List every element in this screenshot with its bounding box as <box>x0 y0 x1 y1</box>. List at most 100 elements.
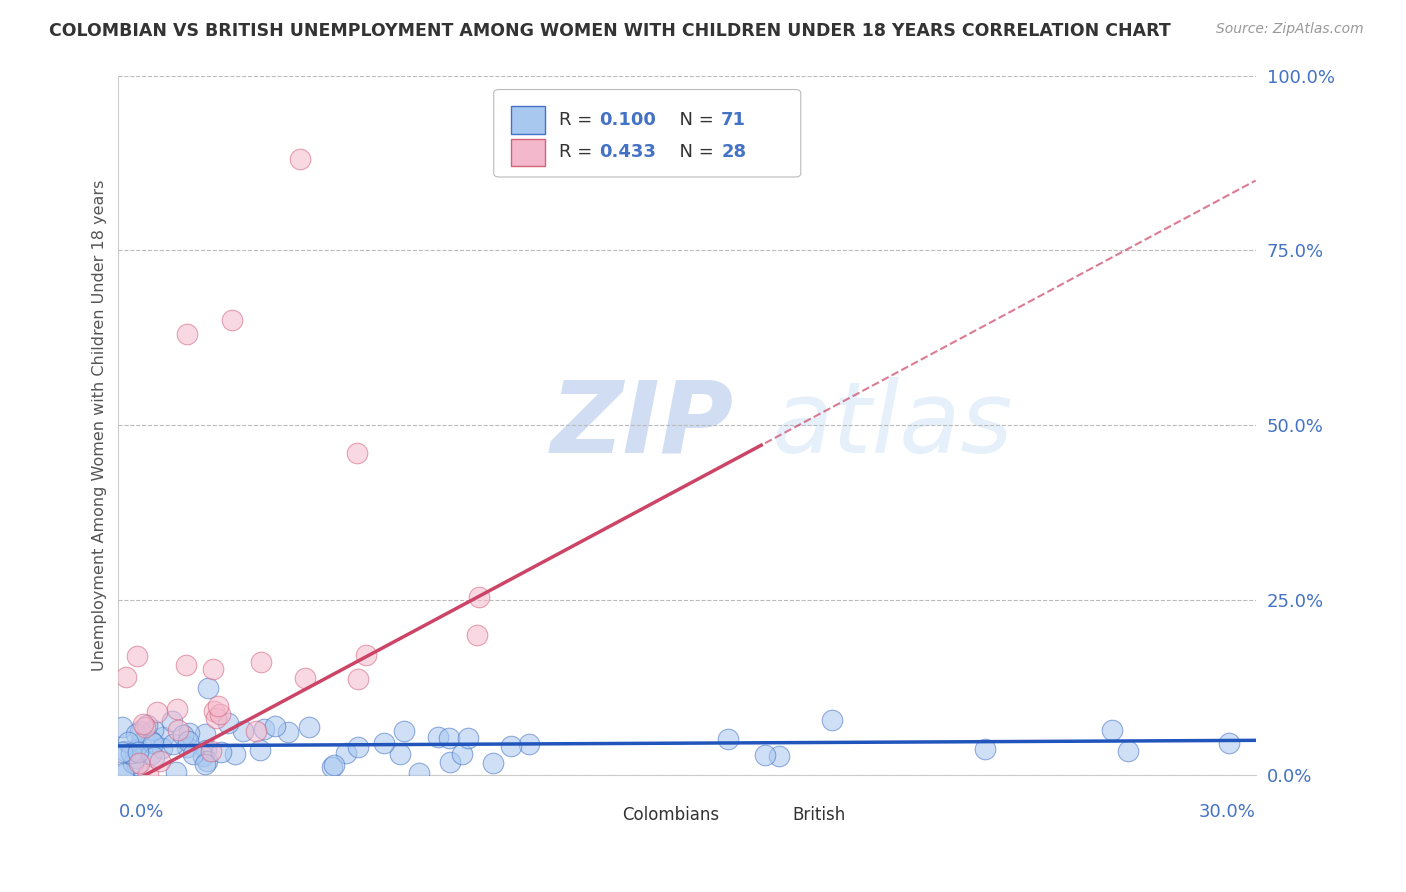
Point <box>127 758 149 772</box>
Point <box>200 743 222 757</box>
Text: Colombians: Colombians <box>623 806 720 824</box>
Point <box>457 731 479 745</box>
Point <box>205 711 228 725</box>
Point <box>201 662 224 676</box>
Point <box>208 706 231 721</box>
Point <box>468 591 491 605</box>
Point <box>142 749 165 764</box>
Point <box>277 725 299 739</box>
Text: N =: N = <box>668 144 720 161</box>
Point <box>439 731 461 746</box>
Text: 28: 28 <box>721 144 747 161</box>
Point <box>177 726 200 740</box>
Point <box>142 736 165 750</box>
Point <box>1116 744 1139 758</box>
Point <box>290 153 312 167</box>
Point <box>197 681 219 695</box>
Point <box>149 754 172 768</box>
Point <box>768 749 790 764</box>
Point <box>253 722 276 736</box>
Point <box>152 730 174 744</box>
Point <box>217 715 239 730</box>
Point <box>221 313 243 327</box>
Point <box>298 720 321 734</box>
Point <box>1218 736 1240 750</box>
Point <box>134 720 156 734</box>
Y-axis label: Unemployment Among Women with Children Under 18 years: Unemployment Among Women with Children U… <box>93 179 107 671</box>
Point <box>128 756 150 770</box>
Point <box>146 705 169 719</box>
Point <box>1101 723 1123 738</box>
Point <box>194 743 217 757</box>
Point <box>138 767 160 781</box>
Point <box>347 672 370 686</box>
Point <box>121 756 143 771</box>
Point <box>482 756 505 771</box>
Point <box>176 327 198 342</box>
Point <box>335 746 357 760</box>
Point <box>194 756 217 771</box>
Text: 71: 71 <box>721 111 747 128</box>
Point <box>467 628 489 642</box>
FancyBboxPatch shape <box>494 89 801 177</box>
Point <box>139 734 162 748</box>
Text: atlas: atlas <box>772 377 1014 474</box>
Point <box>202 704 225 718</box>
Point <box>141 747 163 762</box>
Point <box>264 719 287 733</box>
Text: Source: ZipAtlas.com: Source: ZipAtlas.com <box>1216 22 1364 37</box>
Point <box>321 760 343 774</box>
Point <box>195 754 218 768</box>
Point <box>451 747 474 761</box>
Point <box>120 746 142 760</box>
Point <box>821 713 844 727</box>
Point <box>124 751 146 765</box>
Point <box>172 728 194 742</box>
Point <box>354 648 377 662</box>
Text: 30.0%: 30.0% <box>1199 804 1256 822</box>
Point <box>176 739 198 754</box>
Text: N =: N = <box>668 111 720 128</box>
Text: 0.0%: 0.0% <box>118 804 165 822</box>
Point <box>174 658 197 673</box>
Text: R =: R = <box>558 111 598 128</box>
Point <box>322 758 344 772</box>
Point <box>754 747 776 762</box>
Point <box>224 747 246 761</box>
Point <box>207 698 229 713</box>
Point <box>499 739 522 753</box>
Point <box>717 732 740 747</box>
Point <box>167 723 190 738</box>
Text: COLOMBIAN VS BRITISH UNEMPLOYMENT AMONG WOMEN WITH CHILDREN UNDER 18 YEARS CORRE: COLOMBIAN VS BRITISH UNEMPLOYMENT AMONG … <box>49 22 1171 40</box>
Text: 0.433: 0.433 <box>599 144 657 161</box>
Text: ZIP: ZIP <box>551 377 734 474</box>
Point <box>209 745 232 759</box>
Point <box>150 741 173 756</box>
Point <box>245 723 267 738</box>
Point <box>125 727 148 741</box>
Point <box>392 723 415 738</box>
Point <box>162 737 184 751</box>
Point <box>135 718 157 732</box>
Point <box>128 724 150 739</box>
Point <box>112 766 135 780</box>
Point <box>117 735 139 749</box>
FancyBboxPatch shape <box>510 105 546 134</box>
Point <box>129 735 152 749</box>
Point <box>408 766 430 780</box>
Point <box>194 727 217 741</box>
Point <box>124 744 146 758</box>
Point <box>127 741 149 756</box>
Point <box>111 766 134 780</box>
Point <box>177 734 200 748</box>
Point <box>193 749 215 764</box>
Text: R =: R = <box>558 144 598 161</box>
Point <box>132 716 155 731</box>
Point <box>249 742 271 756</box>
Point <box>517 737 540 751</box>
FancyBboxPatch shape <box>510 138 546 167</box>
Point <box>127 745 149 759</box>
Point <box>974 741 997 756</box>
Point <box>111 745 134 759</box>
Point <box>111 720 134 734</box>
